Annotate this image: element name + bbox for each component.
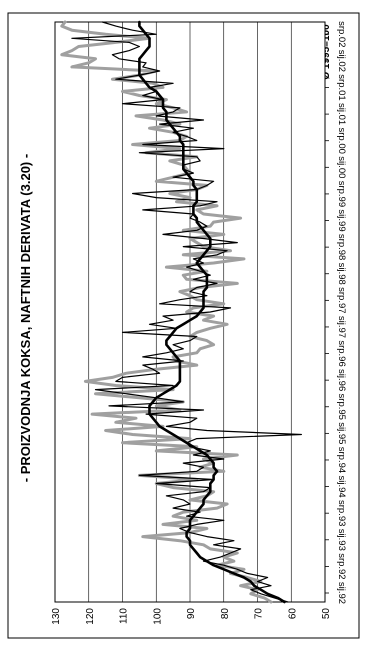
- y-tick-label: 110: [119, 608, 130, 624]
- x-tick-label: srp.97: [336, 287, 347, 313]
- x-tick-label: srp.95: [336, 394, 347, 420]
- chart-title: - PROIZVODNJA KOKSA, NAFTNIH DERIVATA (3…: [18, 154, 33, 482]
- x-tick-label: srp.92: [336, 553, 347, 579]
- series-group: [60, 20, 302, 604]
- x-tick-label: srp.96: [336, 340, 347, 366]
- y-tick-label: 60: [287, 608, 298, 620]
- y-tick-label: 130: [51, 608, 62, 625]
- x-tick-label: srp.94: [336, 447, 347, 473]
- chart-subtitle: Ø 1995=100: [321, 24, 332, 80]
- x-tick-label: srp.93: [336, 500, 347, 526]
- x-axis-tick-labels: sij.92 srp.92 sij.93 srp.93 sij.94 srp.94 sij.…: [336, 21, 347, 604]
- series-line-black-thick-trend: [138, 20, 286, 604]
- x-tick-label: sij.97: [336, 316, 347, 338]
- x-tick-label: srp.01: [336, 74, 347, 100]
- x-tick-label: sij.92: [336, 582, 347, 604]
- x-tick-label: srp.00: [336, 128, 347, 154]
- y-tick-label: 50: [321, 608, 332, 620]
- y-tick-label: 70: [254, 608, 265, 620]
- x-tick-label: sij.01: [336, 103, 347, 125]
- y-tick-label: 90: [186, 608, 197, 620]
- series-line-grey-thick: [60, 20, 273, 604]
- y-tick-label: 120: [85, 608, 96, 625]
- x-tick-label: srp.98: [336, 234, 347, 260]
- x-tick-label: sij.00: [336, 156, 347, 178]
- y-axis-tick-labels: 50 60 70 80 90 100 110 120 130: [51, 608, 332, 625]
- x-tick-label: srp.02: [336, 21, 347, 47]
- x-axis-ticks: [325, 33, 329, 594]
- x-tick-label: sij.94: [336, 475, 347, 497]
- x-tick-label: sij.95: [336, 422, 347, 444]
- x-tick-label: sij.02: [336, 50, 347, 72]
- series-line-black-thin: [71, 21, 302, 603]
- y-tick-label: 100: [152, 608, 163, 625]
- x-tick-label: sij.98: [336, 263, 347, 285]
- x-tick-label: sij.96: [336, 369, 347, 391]
- x-tick-label: sij.99: [336, 209, 347, 231]
- x-tick-label: srp.99: [336, 181, 347, 207]
- y-tick-label: 80: [220, 608, 231, 620]
- x-tick-label: sij.93: [336, 529, 347, 551]
